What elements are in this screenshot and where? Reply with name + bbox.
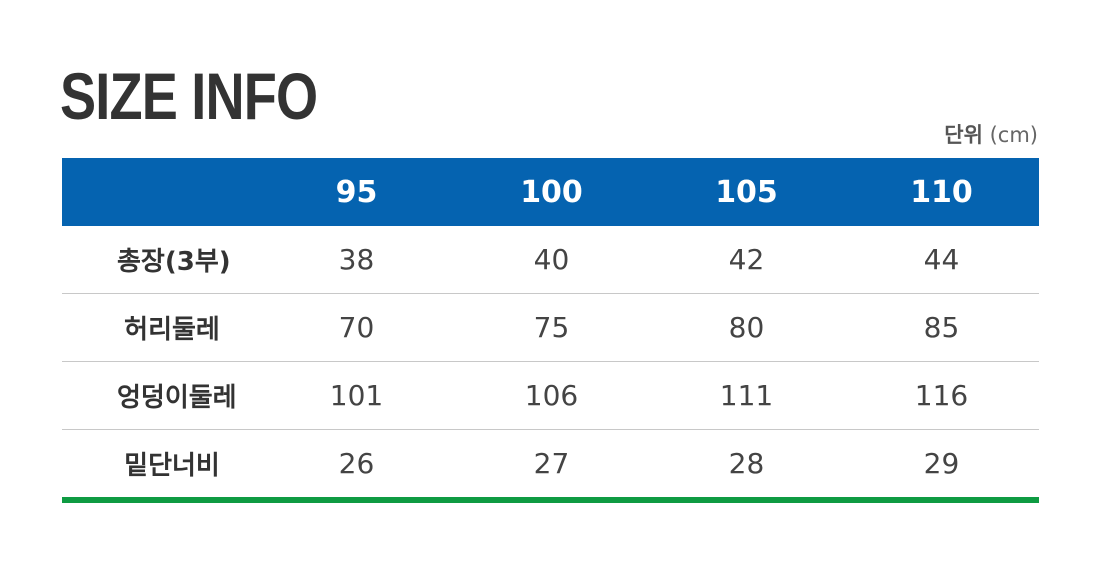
table-cell: 70 xyxy=(338,311,375,344)
table-cell: 116 xyxy=(914,379,969,412)
header-size-110: 110 xyxy=(910,174,973,210)
table-row: 밑단너비 26 27 28 29 xyxy=(62,430,1039,497)
table-cell: 44 xyxy=(923,243,960,276)
table-cell: 101 xyxy=(329,379,384,412)
row-label-total-length: 총장(3부) xyxy=(117,247,231,277)
bottom-divider xyxy=(62,497,1039,503)
table-cell: 28 xyxy=(728,447,765,480)
header-size-105: 105 xyxy=(715,174,778,210)
table-cell: 85 xyxy=(923,311,960,344)
page-title: SIZE INFO xyxy=(60,59,318,133)
table-row: 총장(3부) 38 40 42 44 xyxy=(62,226,1039,294)
table-cell: 26 xyxy=(338,447,375,480)
table-row: 허리둘레 70 75 80 85 xyxy=(62,294,1039,362)
table-cell: 75 xyxy=(533,311,570,344)
table-row: 엉덩이둘레 101 106 111 116 xyxy=(62,362,1039,430)
table-header-row: 95 100 105 110 xyxy=(62,158,1039,226)
table-cell: 27 xyxy=(533,447,570,480)
table-cell: 38 xyxy=(338,243,375,276)
table-cell: 40 xyxy=(533,243,570,276)
row-label-waist: 허리둘레 xyxy=(124,315,220,345)
unit-value: (cm) xyxy=(989,123,1038,147)
table-cell: 29 xyxy=(923,447,960,480)
table-cell: 106 xyxy=(524,379,579,412)
header-size-95: 95 xyxy=(335,174,378,210)
row-label-hip: 엉덩이둘레 xyxy=(117,383,237,413)
header-size-100: 100 xyxy=(520,174,583,210)
table-cell: 111 xyxy=(719,379,774,412)
unit-note: 단위 (cm) xyxy=(944,121,1038,149)
table-cell: 80 xyxy=(728,311,765,344)
size-table: 95 100 105 110 총장(3부) 38 40 42 44 허리둘레 7… xyxy=(62,158,1039,503)
unit-label: 단위 xyxy=(944,123,983,147)
table-cell: 42 xyxy=(728,243,765,276)
row-label-hem-width: 밑단너비 xyxy=(124,451,220,481)
